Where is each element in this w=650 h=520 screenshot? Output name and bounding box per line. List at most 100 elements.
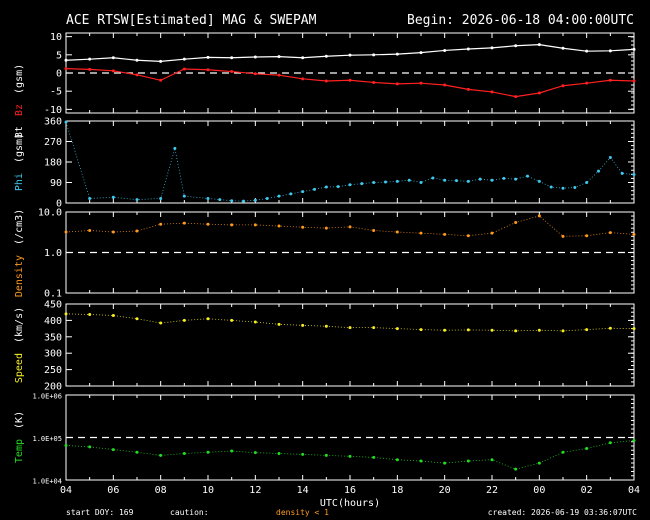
y-tick-label-phi: 180 <box>44 158 62 169</box>
x-tick-label: 20 <box>439 485 451 496</box>
point-density <box>324 226 328 230</box>
point-bz <box>561 84 565 88</box>
point-bz <box>372 80 376 84</box>
point-bz <box>419 81 423 85</box>
point-density <box>561 234 565 238</box>
point-speed <box>537 328 541 332</box>
point-bz <box>608 78 612 82</box>
mag-ylabel: Bt Bz (gsm) <box>14 64 25 138</box>
point-density <box>348 225 352 229</box>
point-bz <box>490 90 494 94</box>
point-density <box>537 214 541 218</box>
point-temp <box>585 447 589 451</box>
point-bz <box>111 69 115 73</box>
point-bz <box>135 73 139 77</box>
point-speed <box>466 328 470 332</box>
point-bt <box>64 58 68 62</box>
point-bz <box>206 68 210 72</box>
point-phi <box>372 181 376 184</box>
panel-phi-frame <box>65 120 635 204</box>
point-bz <box>230 70 234 74</box>
point-phi <box>573 186 577 190</box>
point-bt <box>348 53 352 57</box>
phi-ylabel: Phi (gsm) <box>14 133 25 191</box>
point-phi <box>384 180 387 184</box>
point-temp <box>88 445 92 449</box>
y-tick-label-density: 10.0 <box>38 208 62 219</box>
point-phi <box>537 179 541 183</box>
point-speed <box>372 326 376 330</box>
point-phi <box>455 179 458 183</box>
point-speed <box>253 320 257 324</box>
point-bz <box>324 79 328 83</box>
point-phi <box>597 169 600 173</box>
point-density <box>395 230 399 234</box>
point-density <box>159 222 163 226</box>
point-speed <box>135 317 139 321</box>
point-bt <box>206 55 210 59</box>
point-phi <box>549 185 553 189</box>
point-bt <box>88 57 92 61</box>
point-bz <box>443 83 447 87</box>
point-density <box>419 231 423 235</box>
point-temp <box>206 450 210 454</box>
point-density <box>88 228 92 232</box>
point-temp <box>537 461 541 465</box>
point-bt <box>277 55 281 59</box>
point-speed <box>301 323 305 327</box>
point-speed <box>608 326 612 330</box>
point-speed <box>111 313 115 317</box>
point-phi <box>466 179 470 183</box>
x-tick-label: 12 <box>249 485 261 496</box>
x-tick-label: 08 <box>155 485 167 496</box>
point-bz <box>514 95 518 99</box>
point-bt <box>395 52 399 56</box>
point-phi <box>608 155 612 159</box>
point-bt <box>253 55 257 59</box>
point-phi <box>336 185 340 189</box>
y-tick-label-mag: -10 <box>44 105 62 116</box>
point-bt <box>608 49 612 53</box>
point-density <box>443 232 447 236</box>
point-bt <box>324 54 328 58</box>
mag-ylabel-bt: Bt <box>14 126 25 138</box>
point-speed <box>159 321 163 325</box>
y-tick-label-density: 0.1 <box>44 289 62 300</box>
y-tick-label-mag: 0 <box>56 69 62 80</box>
x-axis-label: UTC(hours) <box>320 498 380 509</box>
point-bz <box>64 67 68 71</box>
point-phi <box>632 173 636 177</box>
point-density <box>632 232 636 236</box>
point-bt <box>135 58 139 62</box>
point-phi <box>514 177 518 181</box>
density-ylabel: Density (/cm3) <box>14 209 25 297</box>
point-density <box>301 225 305 229</box>
speed-ylabel: Speed (km/s) <box>14 307 25 383</box>
point-bz <box>632 79 636 83</box>
temp-ylabel-unit: (K) <box>14 411 25 429</box>
point-temp <box>514 467 518 471</box>
point-temp <box>632 438 636 442</box>
point-phi <box>478 177 482 181</box>
x-tick-label: 04 <box>60 485 72 496</box>
point-speed <box>64 312 68 316</box>
point-bt <box>632 47 636 51</box>
point-bz <box>159 78 163 82</box>
point-speed <box>182 318 186 322</box>
footer-start-doy: start DOY: 169 <box>66 508 134 517</box>
y-tick-label-phi: 90 <box>50 178 62 189</box>
phi-ylabel-unit: (gsm) <box>14 133 25 163</box>
point-temp <box>159 453 163 457</box>
y-tick-label-speed: 450 <box>44 300 62 311</box>
speed-ylabel-name: Speed <box>14 353 25 383</box>
point-bz <box>585 81 589 85</box>
y-tick-label-speed: 400 <box>44 316 62 327</box>
point-phi <box>253 198 257 202</box>
point-density <box>372 228 376 232</box>
panel-speed-frame <box>65 303 635 387</box>
series-phi-trace <box>65 122 635 202</box>
point-speed <box>419 328 423 332</box>
point-temp <box>111 448 115 452</box>
point-bt <box>372 53 376 57</box>
point-phi <box>64 120 68 124</box>
